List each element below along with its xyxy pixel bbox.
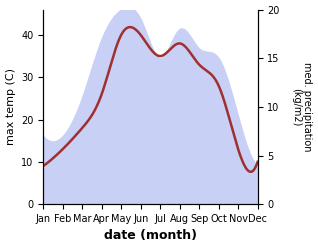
Y-axis label: max temp (C): max temp (C) [5,68,16,145]
X-axis label: date (month): date (month) [104,229,197,243]
Y-axis label: med. precipitation
(kg/m2): med. precipitation (kg/m2) [291,62,313,152]
